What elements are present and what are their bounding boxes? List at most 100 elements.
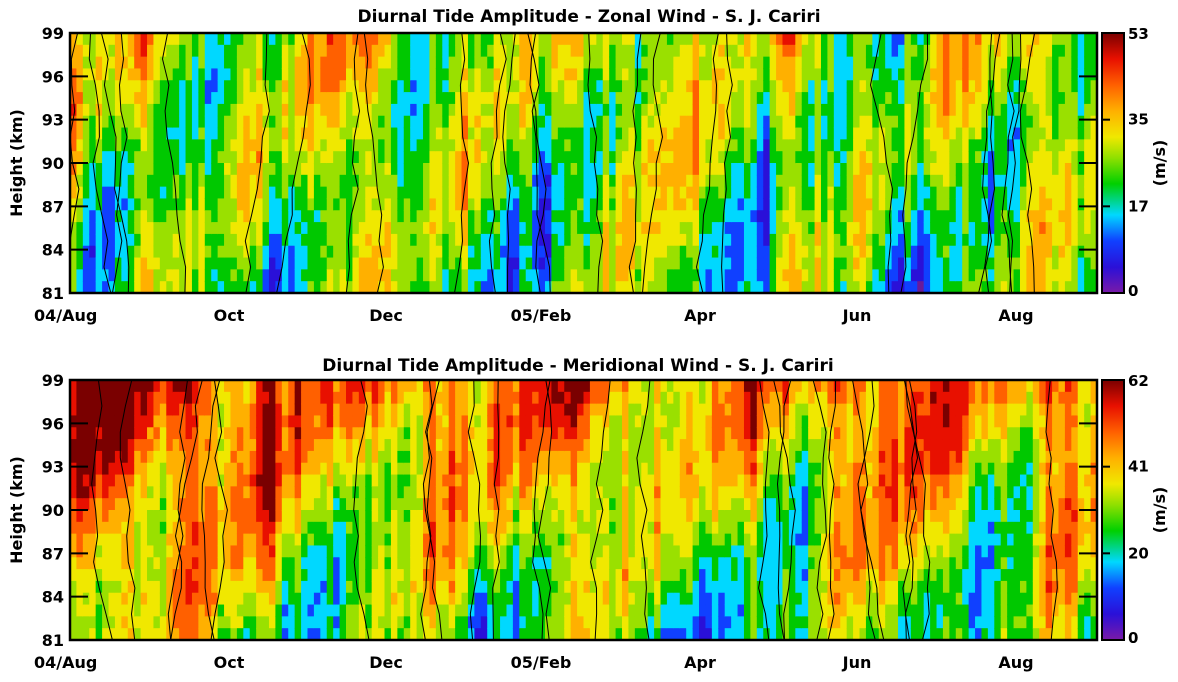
heatmap-cell bbox=[474, 68, 482, 81]
heatmap-cell bbox=[538, 210, 546, 223]
heatmap-cell bbox=[544, 115, 553, 129]
heatmap-cell bbox=[378, 569, 386, 582]
heatmap-cell bbox=[307, 557, 315, 570]
heatmap-cell bbox=[281, 33, 289, 46]
heatmap-cell bbox=[699, 186, 707, 200]
heatmap-cell bbox=[127, 139, 135, 152]
heatmap-cell bbox=[397, 233, 405, 247]
heatmap-cell bbox=[699, 210, 707, 223]
heatmap-cell bbox=[313, 474, 321, 487]
heatmap-cell bbox=[898, 163, 906, 176]
heatmap-cell bbox=[339, 269, 347, 282]
heatmap-cell bbox=[577, 33, 585, 46]
heatmap-cell bbox=[583, 56, 591, 70]
heatmap-cell bbox=[769, 210, 777, 223]
heatmap-cell bbox=[577, 103, 585, 117]
heatmap-cell bbox=[1032, 151, 1040, 164]
heatmap-cell bbox=[403, 545, 411, 558]
heatmap-cell bbox=[294, 103, 302, 117]
heatmap-cell bbox=[917, 281, 925, 294]
heatmap-cell bbox=[487, 163, 495, 176]
heatmap-cell bbox=[647, 44, 655, 58]
heatmap-cell bbox=[859, 139, 867, 152]
heatmap-cell bbox=[339, 403, 347, 417]
heatmap-cell bbox=[230, 163, 238, 176]
heatmap-cell bbox=[1039, 103, 1047, 117]
y-tick-label: 90 bbox=[42, 154, 64, 173]
heatmap-cell bbox=[294, 450, 302, 464]
heatmap-cell bbox=[102, 533, 110, 547]
heatmap-cell bbox=[339, 44, 347, 58]
heatmap-cell bbox=[1077, 222, 1085, 235]
heatmap-cell bbox=[333, 439, 341, 452]
heatmap-cell bbox=[589, 163, 597, 176]
heatmap-cell bbox=[544, 127, 553, 140]
heatmap-cell bbox=[352, 115, 360, 129]
heatmap-cell bbox=[788, 127, 796, 140]
heatmap-cell bbox=[820, 139, 829, 152]
heatmap-cell bbox=[185, 474, 193, 487]
heatmap-cell bbox=[910, 127, 918, 140]
heatmap-cell bbox=[281, 115, 289, 129]
heatmap-cell bbox=[352, 92, 360, 105]
heatmap-cell bbox=[975, 80, 983, 93]
heatmap-cell bbox=[275, 198, 283, 211]
heatmap-cell bbox=[121, 545, 129, 558]
heatmap-cell bbox=[211, 163, 219, 176]
heatmap-cell bbox=[442, 628, 450, 641]
heatmap-cell bbox=[853, 233, 861, 247]
heatmap-cell bbox=[108, 245, 116, 259]
heatmap-cell bbox=[275, 391, 283, 405]
heatmap-cell bbox=[89, 281, 97, 294]
heatmap-cell bbox=[249, 103, 257, 117]
heatmap-cell bbox=[217, 163, 225, 176]
heatmap-cell bbox=[320, 80, 328, 93]
heatmap-cell bbox=[859, 198, 867, 211]
heatmap-cell bbox=[301, 68, 309, 81]
heatmap-cell bbox=[820, 92, 829, 105]
heatmap-cell bbox=[114, 533, 122, 547]
heatmap-cell bbox=[301, 210, 309, 223]
heatmap-cell bbox=[352, 580, 360, 594]
heatmap-cell bbox=[699, 103, 707, 117]
heatmap-cell bbox=[153, 427, 161, 440]
heatmap-cell bbox=[236, 92, 244, 105]
heatmap-cell bbox=[917, 44, 925, 58]
heatmap-cell bbox=[474, 33, 482, 46]
heatmap-cell bbox=[352, 391, 360, 405]
heatmap-cell bbox=[500, 222, 508, 235]
heatmap-cell bbox=[628, 281, 636, 294]
heatmap-cell bbox=[622, 127, 630, 140]
heatmap-cell bbox=[808, 163, 816, 176]
contour-line bbox=[529, 32, 547, 294]
heatmap-cell bbox=[1052, 257, 1060, 270]
heatmap-cell bbox=[480, 44, 488, 58]
heatmap-cell bbox=[172, 557, 180, 570]
heatmap-cell bbox=[410, 151, 418, 164]
heatmap-cell bbox=[224, 281, 232, 294]
heatmap-cell bbox=[102, 403, 110, 417]
heatmap-cell bbox=[1026, 56, 1034, 70]
heatmap-cell bbox=[846, 222, 854, 235]
heatmap-cell bbox=[82, 616, 90, 629]
heatmap-cell bbox=[114, 462, 122, 476]
heatmap-cell bbox=[763, 245, 771, 259]
heatmap-cell bbox=[602, 174, 610, 188]
heatmap-cell bbox=[962, 56, 970, 70]
heatmap-cell bbox=[878, 127, 886, 140]
heatmap-cell bbox=[153, 56, 161, 70]
heatmap-cell bbox=[172, 56, 180, 70]
heatmap-cell bbox=[724, 222, 732, 235]
heatmap-cell bbox=[846, 163, 854, 176]
heatmap-cell bbox=[519, 198, 527, 211]
heatmap-cell bbox=[686, 257, 694, 270]
heatmap-cell bbox=[872, 210, 880, 223]
heatmap-cell bbox=[840, 56, 848, 70]
heatmap-cell bbox=[474, 439, 482, 452]
heatmap-cell bbox=[76, 580, 84, 594]
heatmap-cell bbox=[1052, 174, 1060, 188]
heatmap-cell bbox=[70, 569, 78, 582]
heatmap-cell bbox=[1077, 257, 1085, 270]
heatmap-cell bbox=[435, 391, 443, 405]
heatmap-cell bbox=[70, 257, 78, 270]
